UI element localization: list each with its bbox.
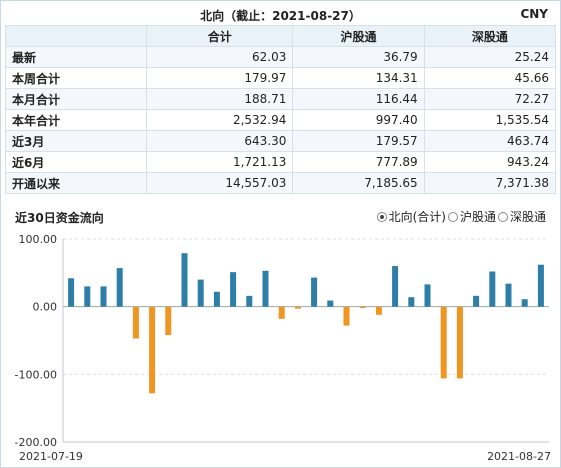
flow-bar [68,278,75,307]
flow-bar [149,306,156,394]
table-header-cell: 深股通 [423,25,557,47]
series-radio-group: 北向(合计) 沪股通 深股通 [376,208,546,225]
row-label: 开通以来 [5,172,147,194]
cell-sh: 179.57 [292,130,425,152]
row-label: 本年合计 [5,109,147,131]
flow-bar [537,264,544,307]
flow-bar [440,306,447,379]
cell-sz: 7,371.38 [423,172,557,194]
row-label: 最新 [5,46,147,68]
cell-total: 1,721.13 [145,151,294,173]
cell-sh: 997.40 [292,109,425,131]
chart-title: 近30日资金流向 [15,211,104,225]
flow-bar [165,306,172,336]
table-row: 本月合计 188.71 116.44 72.27 [5,88,557,110]
row-label: 近3月 [5,130,147,152]
cell-sz: 72.27 [423,88,557,110]
table-row: 开通以来 14,557.03 7,185.65 7,371.38 [5,172,557,194]
cell-sz: 45.66 [423,67,557,89]
radio-shenzhen-connect[interactable]: 深股通 [497,208,546,225]
radio-label: 沪股通 [459,210,496,224]
cell-total: 14,557.03 [145,172,294,194]
tick-layer: 100.00 0.00 -100.00 -200.00 [15,233,57,449]
flow-bar [456,306,463,379]
flow-bar [132,306,139,339]
table-row: 近3月 643.30 179.57 463.74 [5,130,557,152]
y-tick-label: 100.00 [19,233,58,246]
cell-sh: 134.31 [292,67,425,89]
cell-total: 188.71 [145,88,294,110]
table-header-row: 合计 沪股通 深股通 [5,25,557,47]
table-row: 最新 62.03 36.79 25.24 [5,46,557,68]
flow-bar [311,277,318,307]
flow-bar [213,291,220,307]
summary-table: 合计 沪股通 深股通 最新 62.03 36.79 25.24 本周合计 179… [5,25,557,194]
cell-sh: 116.44 [292,88,425,110]
flow-bar [327,300,334,307]
cell-total: 2,532.94 [145,109,294,131]
table-header-cell: 合计 [145,25,294,47]
y-tick-label: -100.00 [15,368,57,381]
row-label: 本月合计 [5,88,147,110]
table-row: 近6月 1,721.13 777.89 943.24 [5,151,557,173]
flow-bar [521,299,528,307]
flow-bar [84,286,91,307]
flow-bar [100,286,107,307]
cell-total: 179.97 [145,67,294,89]
radio-selected-icon[interactable] [376,211,387,222]
cell-total: 62.03 [145,46,294,68]
x-end-label: 2021-08-27 [487,450,551,463]
cell-sz: 1,535.54 [423,109,557,131]
flow-bar [230,272,237,307]
radio-label: 深股通 [509,210,546,224]
radio-unselected-icon[interactable] [497,211,508,222]
flow-bar [424,284,431,307]
row-label: 本周合计 [5,67,147,89]
cell-sh: 7,185.65 [292,172,425,194]
flow-bar [505,283,512,307]
y-tick-label: -200.00 [15,436,57,449]
flow-bar [197,279,204,307]
x-start-label: 2021-07-19 [19,450,83,463]
title-bar: 北向（截止：2021-08-27） CNY [1,1,560,27]
cell-sz: 25.24 [423,46,557,68]
cell-sz: 943.24 [423,151,557,173]
flow-bar [375,306,382,315]
flow-bar [278,306,285,319]
radio-unselected-icon[interactable] [447,211,458,222]
flow-bar [294,306,301,309]
flow-bar [181,253,188,307]
radio-shanghai-connect[interactable]: 沪股通 [447,208,496,225]
cell-total: 643.30 [145,130,294,152]
grid-layer [63,238,549,443]
radio-northbound-total[interactable]: 北向(合计) [376,208,446,225]
flow-bar [116,268,123,307]
bar-layer [68,253,544,394]
table-row: 本周合计 179.97 134.31 45.66 [5,67,557,89]
cell-sh: 777.89 [292,151,425,173]
flow-bar [246,295,253,307]
currency-label: CNY [520,7,548,21]
y-tick-label: 0.00 [33,301,58,314]
flow-bar [489,271,496,307]
panel-title: 北向（截止：2021-08-27） [200,9,361,23]
table-header-cell [5,25,147,47]
fund-flow-chart: 100.00 0.00 -100.00 -200.00 2021-07-19 2021… [15,233,551,463]
cell-sh: 36.79 [292,46,425,68]
radio-label: 北向(合计) [388,210,446,224]
row-label: 近6月 [5,151,147,173]
flow-bar [392,266,399,307]
flow-bar [343,306,350,326]
flow-bar [408,297,415,307]
cell-sz: 463.74 [423,130,557,152]
flow-bar [473,295,480,307]
flow-bar [359,306,366,309]
table-header-cell: 沪股通 [292,25,425,47]
table-row: 本年合计 2,532.94 997.40 1,535.54 [5,109,557,131]
flow-bar [262,270,269,307]
